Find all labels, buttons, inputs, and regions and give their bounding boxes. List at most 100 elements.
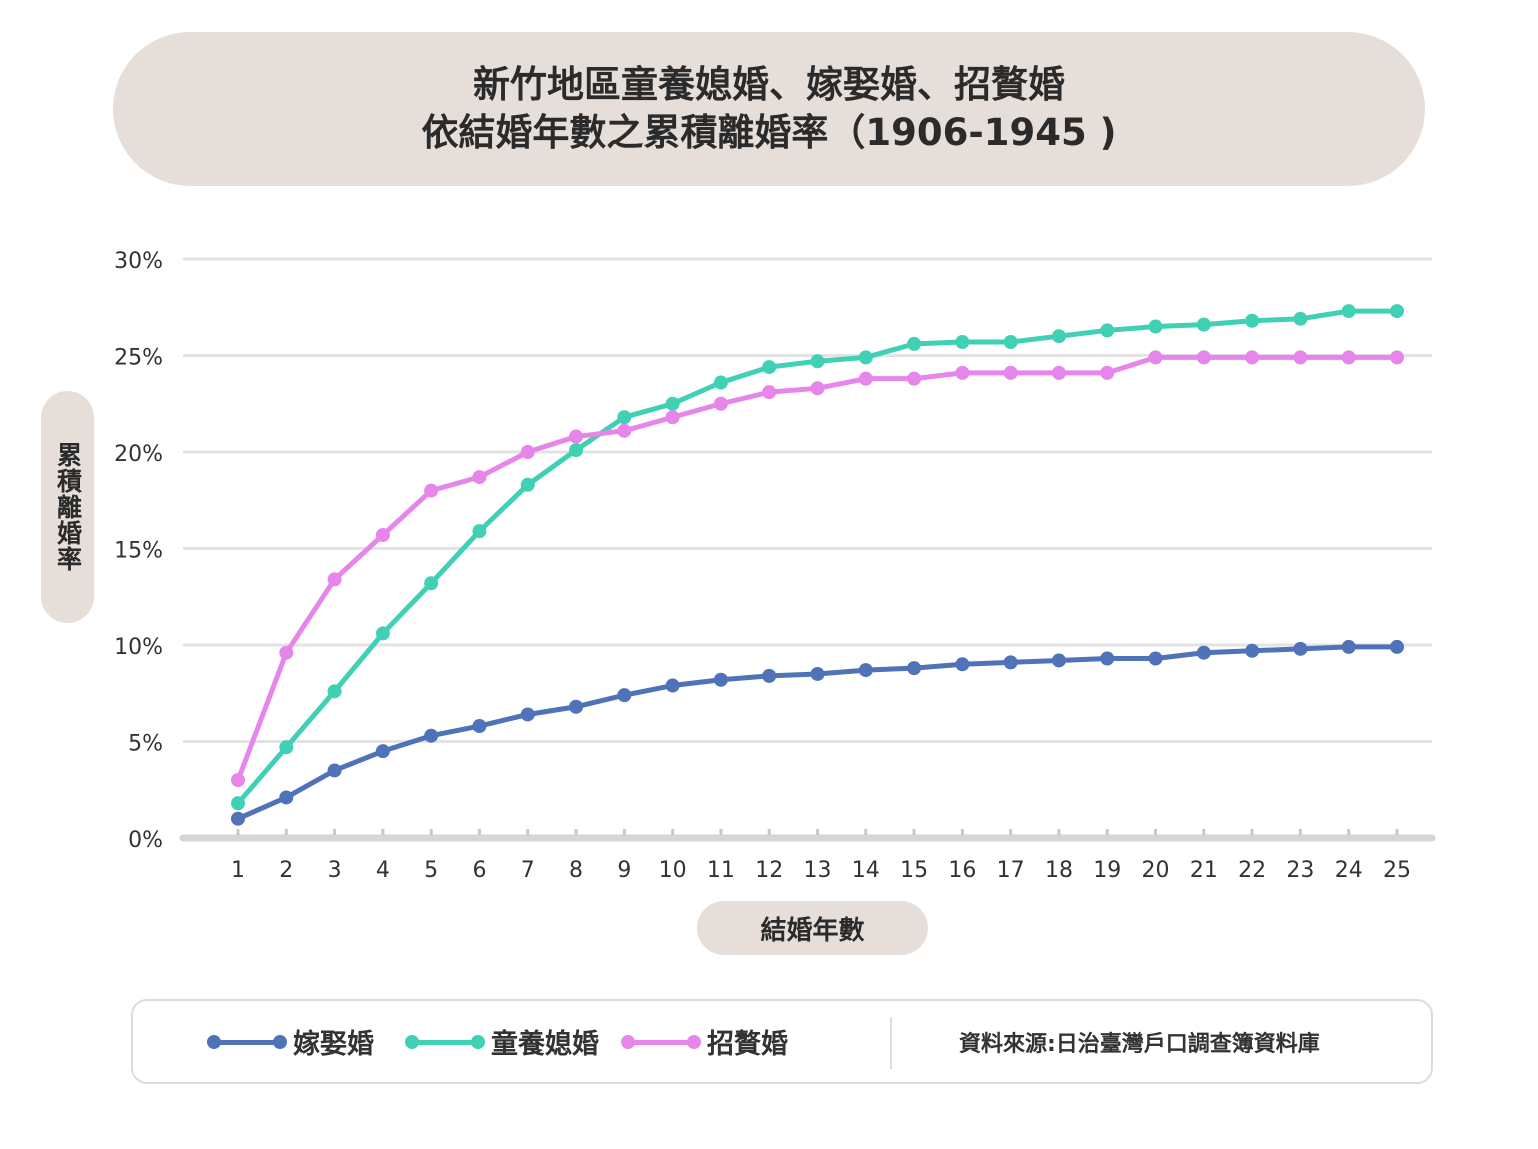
legend-swatch-jiaqu (207, 1034, 287, 1049)
x-tick-label: 12 (755, 858, 783, 883)
y-tick-label: 25% (114, 346, 163, 371)
data-point (279, 790, 294, 805)
data-point (1293, 311, 1308, 326)
data-point (1003, 365, 1018, 380)
x-tick-label: 3 (328, 858, 342, 883)
data-point (1196, 317, 1211, 332)
data-point (231, 773, 245, 788)
data-point (520, 477, 535, 492)
data-point (520, 707, 535, 722)
data-point (1003, 655, 1018, 670)
data-point (907, 336, 922, 351)
data-point (955, 334, 970, 349)
y-axis-label-pill: 累積離婚率 (41, 391, 94, 623)
data-point (472, 470, 487, 485)
legend-item-jiaqu: 嫁娶婚 (207, 1001, 374, 1082)
legend-label-zhaozhui: 招贅婚 (707, 1029, 788, 1060)
data-point (1196, 645, 1211, 660)
x-tick-label: 15 (900, 858, 928, 883)
data-point (1341, 639, 1356, 654)
data-point (472, 524, 487, 539)
data-point (907, 661, 922, 676)
x-tick-labels: 1 2 3 4 5 6 7 8 9 10 11 12 13 14 15 16 17 18 19 20 21 22 23 24 2… (231, 858, 1411, 883)
y-tick-label: 20% (114, 442, 163, 467)
legend-item-zhaozhui: 招贅婚 (621, 1001, 788, 1082)
data-point (858, 663, 873, 678)
y-tick-label: 5% (128, 732, 163, 757)
data-point (907, 371, 922, 386)
data-point (327, 763, 342, 778)
x-axis-label: 結婚年數 (760, 915, 865, 946)
data-point (569, 443, 584, 458)
x-tick-label: 19 (1093, 858, 1121, 883)
data-point (424, 483, 439, 498)
data-point (810, 381, 825, 396)
chart-title-line-1: 新竹地區童養媳婚、嫁娶婚、招贅婚 (473, 63, 1065, 106)
x-tick-label: 18 (1045, 858, 1073, 883)
series-0 (231, 639, 1404, 826)
data-point (1390, 350, 1404, 365)
legend-swatch-line (213, 1039, 281, 1045)
x-tick-label: 10 (659, 858, 687, 883)
data-point (762, 385, 777, 400)
data-point (1051, 365, 1066, 380)
x-tick-label: 6 (472, 858, 486, 883)
data-point (327, 684, 342, 699)
y-axis-label: 累積離婚率 (53, 442, 83, 572)
y-tick-labels: 0% 5% 10% 15% 20% 25% 30% (114, 249, 163, 853)
legend-divider (890, 1017, 892, 1069)
data-point (1293, 641, 1308, 656)
legend-swatch-dot (471, 1034, 485, 1049)
data-point (424, 728, 439, 743)
legend-item-tongyangxi: 童養媳婚 (405, 1001, 599, 1082)
data-point (955, 365, 970, 380)
x-tick-label: 17 (997, 858, 1025, 883)
x-tick-label: 8 (569, 858, 583, 883)
data-point (665, 396, 680, 411)
data-point (1100, 323, 1115, 338)
data-point (665, 678, 680, 693)
legend-swatch-dot (405, 1034, 419, 1049)
data-point (617, 410, 632, 425)
x-tick-label: 16 (948, 858, 976, 883)
x-tick-label: 1 (231, 858, 245, 883)
data-point (1341, 350, 1356, 365)
x-tick-label: 22 (1238, 858, 1266, 883)
y-tick-label: 15% (114, 539, 163, 564)
x-tick-label: 9 (617, 858, 631, 883)
series-lines (231, 304, 1404, 826)
data-point (231, 796, 245, 811)
x-tick-label: 23 (1286, 858, 1314, 883)
data-point (1245, 350, 1260, 365)
data-source-note: 資料來源:日治臺灣戶口調查簿資料庫 (959, 1031, 1320, 1057)
data-point (1100, 365, 1115, 380)
data-point (713, 396, 728, 411)
data-point (617, 688, 632, 703)
legend-swatch-zhaozhui (621, 1034, 701, 1049)
data-point (1051, 329, 1066, 344)
chart-title-line-2: 依結婚年數之累積離婚率（1906-1945 ) (421, 111, 1117, 154)
legend-swatch-dot (687, 1034, 701, 1049)
x-tick-label: 11 (707, 858, 735, 883)
series-line (235, 354, 1400, 783)
data-point (520, 445, 535, 459)
data-point (375, 527, 390, 542)
legend-swatch-dot (207, 1034, 221, 1049)
data-point (858, 371, 873, 386)
legend-swatch-dot (273, 1034, 287, 1049)
data-point (1003, 334, 1018, 349)
data-point (810, 666, 825, 681)
y-tick-label: 10% (114, 635, 163, 660)
legend-label-tongyangxi: 童養媳婚 (491, 1029, 599, 1060)
legend-swatch-line (627, 1039, 695, 1045)
data-point (375, 626, 390, 641)
x-axis-label-pill: 結婚年數 (697, 901, 928, 955)
x-tick-label: 20 (1142, 858, 1170, 883)
legend-swatch-dot (621, 1034, 635, 1049)
data-point (1293, 350, 1308, 365)
data-point (1245, 313, 1260, 328)
data-point (472, 719, 487, 734)
legend-swatch-line (411, 1039, 479, 1045)
data-point (617, 423, 632, 438)
data-point (327, 572, 342, 587)
